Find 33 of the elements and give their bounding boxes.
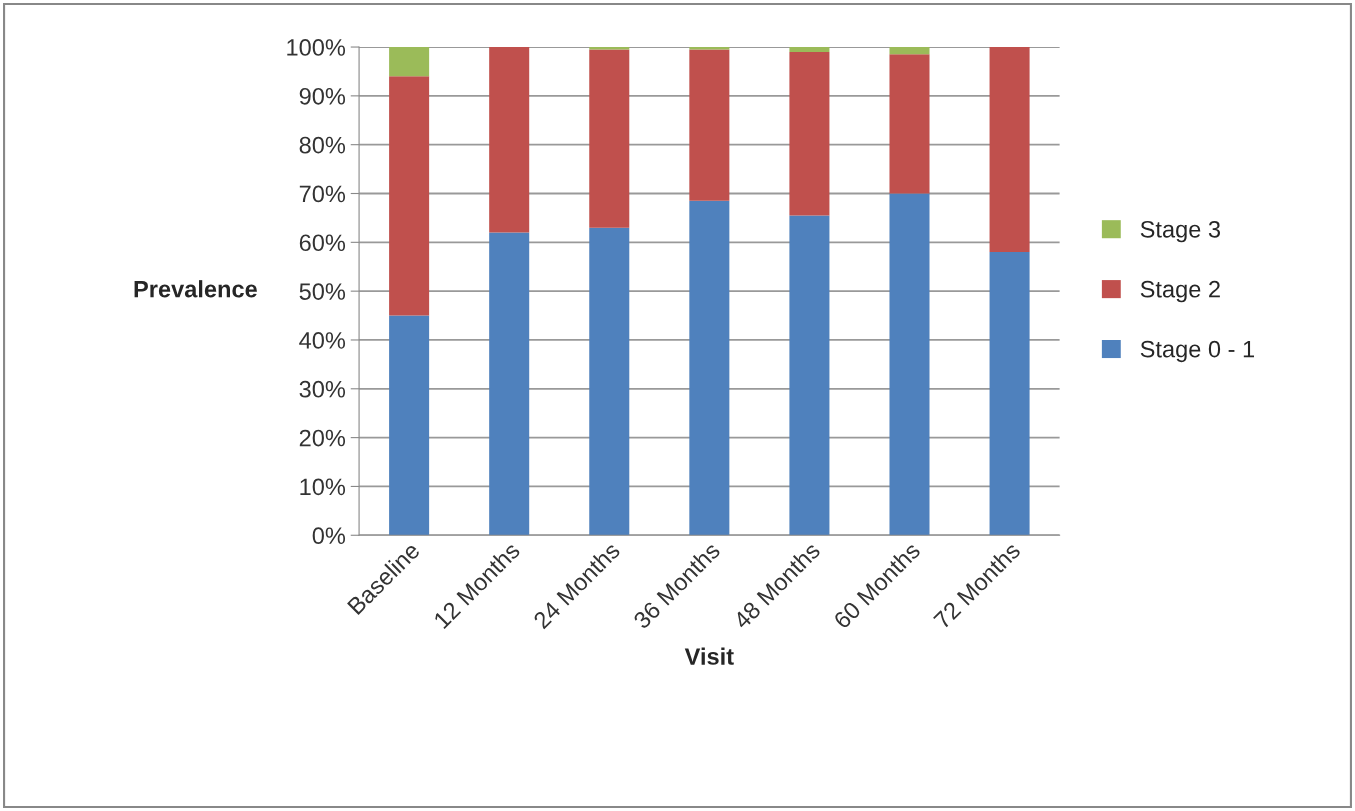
y-tick-label: 20% xyxy=(299,429,346,447)
bar xyxy=(789,47,830,52)
bar xyxy=(589,227,630,536)
bar xyxy=(889,193,930,536)
bar xyxy=(389,47,430,77)
bar xyxy=(789,51,830,216)
legend-label: Stage 2 xyxy=(1140,280,1220,303)
y-tick-label: 30% xyxy=(299,380,346,398)
bar xyxy=(489,47,530,233)
bar xyxy=(789,215,830,536)
y-tick-label: 50% xyxy=(299,283,346,300)
bar xyxy=(589,49,630,228)
bar xyxy=(889,54,930,194)
bar xyxy=(689,200,730,536)
bar xyxy=(389,76,430,316)
y-axis-title: Prevalence xyxy=(134,280,257,298)
bar xyxy=(889,47,930,55)
bar xyxy=(689,49,730,201)
bar xyxy=(389,315,430,536)
y-tick-label: 10% xyxy=(300,478,346,496)
bar xyxy=(989,47,1030,253)
bar xyxy=(989,252,1030,536)
y-tick-label: 80% xyxy=(299,136,346,154)
legend-label: Stage 0 - 1 xyxy=(1140,340,1255,363)
x-axis-title: Visit xyxy=(684,647,734,665)
y-tick-label: 40% xyxy=(299,332,346,349)
y-tick-label: 0% xyxy=(312,527,346,545)
legend-label: Stage 3 xyxy=(1140,220,1221,243)
y-tick-label: 70% xyxy=(299,185,346,203)
y-tick-label: 90% xyxy=(299,87,346,105)
y-tick-label: 100% xyxy=(287,39,346,56)
y-tick-label: 60% xyxy=(299,234,346,252)
bar xyxy=(489,232,530,536)
